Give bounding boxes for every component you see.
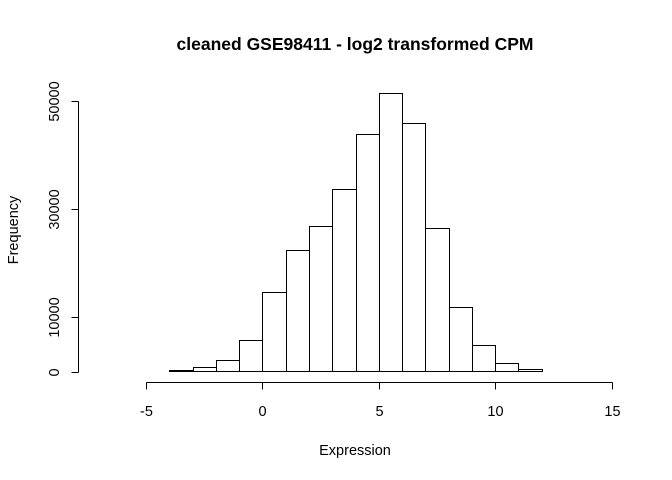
x-tick-label: 5 <box>375 404 383 420</box>
histogram-bar <box>356 134 380 372</box>
y-axis: 0 10000 30000 50000 <box>47 81 79 377</box>
x-tick-label: 15 <box>604 404 620 420</box>
histogram-bar <box>216 360 240 372</box>
histogram-bars <box>169 93 543 372</box>
histogram-bar <box>425 228 450 372</box>
histogram-bar <box>262 292 287 372</box>
x-axis-label: Expression <box>319 443 391 459</box>
chart-title: cleaned GSE98411 - log2 transformed CPM <box>177 34 534 54</box>
histogram-bar <box>169 370 194 372</box>
histogram-bar <box>495 363 519 372</box>
x-axis: -5 0 5 10 15 <box>140 382 621 420</box>
histogram-bar <box>286 250 310 372</box>
y-tick-label: 50000 <box>47 81 63 121</box>
y-tick-label: 30000 <box>47 189 63 229</box>
y-tick-label: 0 <box>47 368 63 376</box>
histogram-bar <box>449 307 473 372</box>
histogram-bar <box>193 367 217 372</box>
histogram-bar <box>239 340 263 372</box>
histogram-bar <box>518 369 543 372</box>
histogram-bar <box>309 226 333 372</box>
y-axis-label: Frequency <box>6 195 22 264</box>
x-tick-label: 10 <box>487 404 503 420</box>
y-tick-label: 10000 <box>47 297 63 337</box>
x-tick-label: 0 <box>258 404 266 420</box>
histogram-bar <box>402 123 426 372</box>
histogram-bar <box>332 189 357 372</box>
histogram-bar <box>472 345 496 372</box>
x-tick-label: -5 <box>140 404 153 420</box>
histogram-bar <box>379 93 403 372</box>
